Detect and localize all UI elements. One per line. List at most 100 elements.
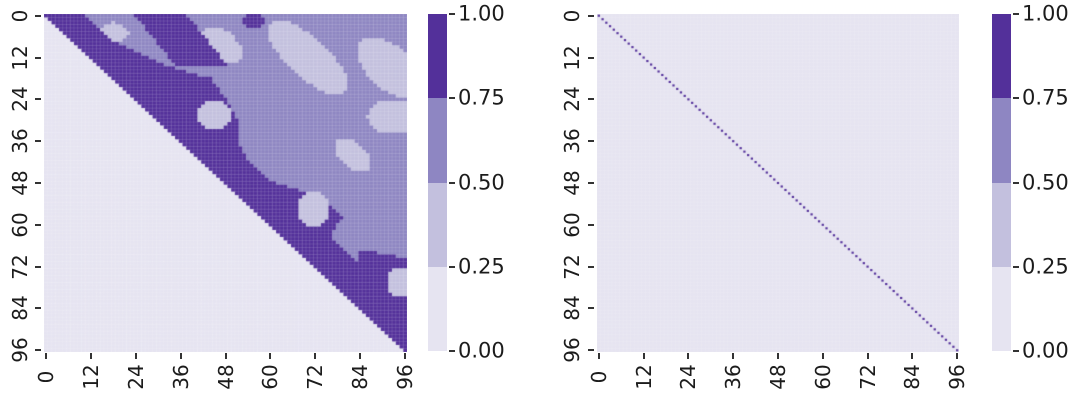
y-tick-label: 84 xyxy=(560,295,584,322)
x-tick-label: 0 xyxy=(33,370,58,384)
right-colorbar xyxy=(992,14,1011,351)
y-axis-tick xyxy=(35,307,41,310)
colorbar-tick-label: 0.00 xyxy=(1022,338,1069,363)
x-tick-label: 84 xyxy=(348,364,373,390)
y-tick-label: 96 xyxy=(560,337,584,363)
x-axis-tick xyxy=(44,353,47,359)
colorbar-band-1 xyxy=(428,266,447,351)
y-tick-label: 60 xyxy=(560,212,584,238)
x-axis-tick xyxy=(224,353,227,359)
colorbar-band-2 xyxy=(992,182,1011,267)
y-tick-label: 12 xyxy=(8,44,32,71)
x-axis-tick xyxy=(89,353,92,359)
x-axis-tick xyxy=(359,353,362,359)
y-tick-label: 84 xyxy=(8,295,32,322)
x-tick-label: 36 xyxy=(168,364,193,390)
x-tick-label: 48 xyxy=(213,364,238,390)
y-tick-label: 36 xyxy=(8,128,32,154)
x-tick-label: 24 xyxy=(676,364,701,390)
colorbar-band-4 xyxy=(428,14,447,99)
colorbar-tick xyxy=(1013,97,1019,100)
x-axis-tick xyxy=(687,353,690,359)
y-tick-label: 24 xyxy=(560,86,584,113)
y-tick-label: 48 xyxy=(560,170,584,196)
x-tick-label: 12 xyxy=(631,364,656,390)
colorbar-tick xyxy=(1013,265,1019,268)
x-axis-tick xyxy=(179,353,182,359)
y-axis-tick xyxy=(588,349,594,352)
x-axis-tick xyxy=(777,353,779,359)
y-axis-tick xyxy=(35,182,41,184)
y-axis-tick xyxy=(588,265,594,268)
x-tick-label: 72 xyxy=(855,364,880,390)
x-axis-tick xyxy=(642,353,645,359)
y-axis-tick xyxy=(35,140,41,143)
colorbar-tick-label: 1.00 xyxy=(458,1,505,26)
y-tick-label: 72 xyxy=(560,253,584,280)
y-axis-tick xyxy=(588,140,594,143)
colorbar-band-4 xyxy=(992,14,1011,99)
colorbar-tick xyxy=(1013,13,1019,15)
colorbar-tick-label: 0.50 xyxy=(1022,170,1069,194)
y-axis-tick xyxy=(35,98,41,101)
colorbar-tick-label: 0.00 xyxy=(458,338,505,363)
x-tick-label: 72 xyxy=(303,364,328,390)
y-axis-tick xyxy=(588,56,594,59)
x-axis-tick xyxy=(866,353,869,359)
x-axis-tick xyxy=(732,353,735,359)
y-tick-label: 48 xyxy=(8,170,32,196)
left-heatmap-canvas xyxy=(44,14,407,352)
colorbar-tick xyxy=(1013,350,1019,352)
y-tick-label: 72 xyxy=(8,253,32,280)
colorbar-band-1 xyxy=(992,266,1011,351)
x-tick-label: 96 xyxy=(393,364,418,390)
y-tick-label: 24 xyxy=(8,86,32,113)
colorbar-tick xyxy=(449,97,455,100)
x-tick-label: 0 xyxy=(586,370,611,384)
x-tick-label: 60 xyxy=(810,364,835,390)
colorbar-tick-label: 0.75 xyxy=(458,85,505,110)
colorbar-tick-label: 0.75 xyxy=(1022,85,1069,110)
colorbar-tick-label: 0.25 xyxy=(1022,254,1069,279)
y-tick-label: 36 xyxy=(560,128,584,154)
x-axis-tick xyxy=(314,353,317,359)
y-axis-tick xyxy=(588,307,594,310)
x-tick-label: 96 xyxy=(945,364,970,390)
x-axis-tick xyxy=(269,353,272,359)
y-axis-tick xyxy=(35,14,41,17)
y-tick-label: 0 xyxy=(560,9,584,23)
x-axis-tick xyxy=(597,353,600,359)
x-axis-tick xyxy=(404,353,407,359)
y-axis-tick xyxy=(35,349,41,352)
colorbar-tick-label: 0.25 xyxy=(458,254,505,279)
colorbar-band-3 xyxy=(992,98,1011,183)
y-tick-label: 12 xyxy=(560,44,584,71)
y-tick-label: 60 xyxy=(8,212,32,238)
colorbar-tick xyxy=(449,350,455,352)
x-axis-tick xyxy=(956,353,959,359)
colorbar-tick xyxy=(449,181,455,184)
x-tick-label: 84 xyxy=(900,364,925,390)
y-axis-tick xyxy=(35,223,41,226)
x-axis-tick xyxy=(911,353,914,359)
colorbar-tick xyxy=(449,13,455,15)
colorbar-tick xyxy=(449,265,455,268)
x-tick-label: 48 xyxy=(766,364,790,390)
colorbar-tick xyxy=(1013,181,1019,184)
colorbar-tick-label: 1.00 xyxy=(1022,1,1069,26)
x-tick-label: 24 xyxy=(123,364,148,390)
colorbar-tick-label: 0.50 xyxy=(458,170,505,194)
y-axis-tick xyxy=(35,265,41,268)
y-tick-label: 0 xyxy=(8,9,32,23)
right-heatmap-canvas xyxy=(597,14,959,352)
y-axis-tick xyxy=(588,14,594,17)
x-axis-tick xyxy=(134,353,137,359)
x-tick-label: 12 xyxy=(78,364,103,390)
colorbar-band-2 xyxy=(428,182,447,267)
y-tick-label: 96 xyxy=(8,337,32,363)
colorbar-band-3 xyxy=(428,98,447,183)
x-tick-label: 36 xyxy=(721,364,746,390)
y-axis-tick xyxy=(35,56,41,59)
y-axis-tick xyxy=(588,98,594,101)
